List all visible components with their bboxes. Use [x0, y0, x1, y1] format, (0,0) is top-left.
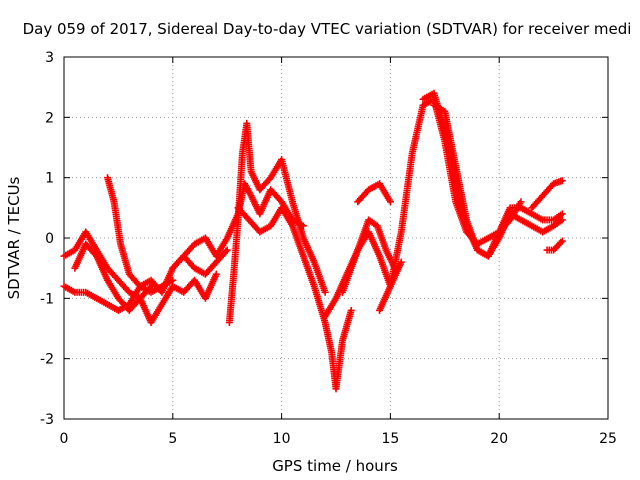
- series-arc-m: [430, 101, 566, 260]
- x-tick-label: 10: [273, 431, 291, 447]
- data-points: [60, 89, 566, 393]
- data-point: [558, 216, 566, 224]
- chart-title: Day 059 of 2017, Sidereal Day-to-day VTE…: [23, 20, 632, 38]
- data-point: [558, 177, 566, 185]
- x-tick-label: 25: [599, 431, 617, 447]
- data-point: [223, 246, 231, 254]
- y-tick-label: -1: [40, 291, 54, 307]
- data-point: [517, 198, 525, 206]
- y-tick-label: 3: [45, 50, 54, 66]
- data-point: [347, 306, 355, 314]
- x-tick-label: 5: [168, 431, 177, 447]
- data-point: [386, 198, 394, 206]
- y-tick-label: -2: [40, 352, 54, 368]
- series-arc-n: [528, 177, 566, 212]
- x-axis-label: GPS time / hours: [272, 457, 398, 475]
- series-arc-j: [354, 180, 394, 206]
- x-tick-label: 15: [381, 431, 399, 447]
- series-arc-f: [225, 119, 329, 326]
- series-arc-c: [71, 240, 155, 314]
- data-point: [558, 210, 566, 218]
- data-point: [222, 248, 230, 256]
- data-point: [321, 288, 329, 296]
- data-point: [397, 258, 405, 266]
- x-tick-label: 0: [60, 431, 69, 447]
- y-tick-label: 2: [45, 110, 54, 126]
- series-arc-d: [104, 174, 177, 296]
- y-axis-label: SDTVAR / TECUs: [5, 176, 23, 299]
- data-point: [557, 239, 565, 247]
- data-point: [169, 276, 177, 284]
- data-point: [147, 282, 155, 290]
- data-point: [558, 237, 566, 245]
- series-arc-o: [543, 237, 566, 254]
- y-tick-label: 0: [45, 231, 54, 247]
- y-tick-label: -3: [40, 412, 54, 428]
- y-tick-label: 1: [45, 171, 54, 187]
- tick-layer: 0 5 10 15 20 25 -3 -2 -1 0 1 2 3: [40, 50, 617, 447]
- series-arc-g: [234, 204, 355, 393]
- data-point: [212, 270, 220, 278]
- x-tick-label: 20: [490, 431, 508, 447]
